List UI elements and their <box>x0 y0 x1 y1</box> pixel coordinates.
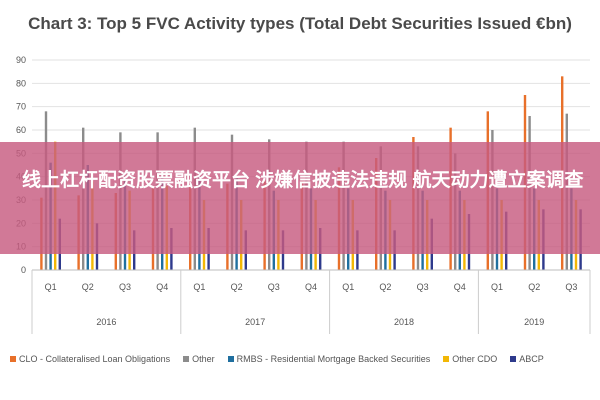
x-tick-label: Q2 <box>528 282 540 292</box>
y-tick-label: 90 <box>16 55 26 65</box>
legend-item: Other <box>183 354 215 364</box>
chart-legend: CLO - Collateralised Loan Obligations Oth… <box>10 350 600 368</box>
legend-item: Other CDO <box>443 354 497 364</box>
x-tick-label: Q3 <box>417 282 429 292</box>
legend-label: CLO - Collateralised Loan Obligations <box>19 354 171 364</box>
year-groups: 2016 2017 2018 2019 <box>31 270 591 334</box>
banner-text: 线上杠杆配资股票融资平台 涉嫌信披违法违规 航天动力遭立案调查 <box>22 170 584 191</box>
year-group-label: 2019 <box>524 317 544 327</box>
x-tick-label: Q3 <box>268 282 280 292</box>
year-group-label: 2016 <box>96 317 116 327</box>
x-tick-label: Q2 <box>231 282 243 292</box>
legend-swatch <box>510 356 517 362</box>
x-tick-label: Q3 <box>119 282 131 292</box>
chart-title: Chart 3: Top 5 FVC Activity types (Total… <box>28 14 572 33</box>
legend-label: RMBS - Residential Mortgage Backed Secur… <box>236 354 431 364</box>
y-tick-label: 0 <box>21 265 26 275</box>
y-tick-label: 70 <box>16 102 26 112</box>
x-tick-label: Q3 <box>565 282 577 292</box>
x-tick-label: Q1 <box>45 282 57 292</box>
legend-swatch <box>183 356 190 362</box>
year-group-label: 2017 <box>245 317 265 327</box>
x-axis-ticks: Q1 Q2 Q3 Q4 Q1 Q2 Q3 Q4 Q1 Q2 Q3 Q4 Q1 Q2 Q3 <box>32 269 590 292</box>
legend-item: CLO - Collateralised Loan Obligations <box>10 354 170 364</box>
legend-item: RMBS - Residential Mortgage Backed Secur… <box>227 354 431 364</box>
x-tick-label: Q2 <box>82 282 94 292</box>
legend-item: ABCP <box>510 354 544 364</box>
x-tick-label: Q1 <box>193 282 205 292</box>
legend-label: Other <box>192 354 215 364</box>
x-tick-label: Q1 <box>491 282 503 292</box>
legend-swatch <box>227 356 234 362</box>
x-tick-label: Q4 <box>305 282 317 292</box>
y-tick-label: 80 <box>16 78 26 88</box>
y-tick-label: 60 <box>16 125 26 135</box>
legend-swatch <box>10 356 16 362</box>
x-tick-label: Q4 <box>156 282 168 292</box>
legend-swatch <box>443 356 450 362</box>
x-tick-label: Q2 <box>379 282 391 292</box>
year-group-label: 2018 <box>394 317 414 327</box>
overlay-banner: 线上杠杆配资股票融资平台 涉嫌信披违法违规 航天动力遭立案调查 <box>0 142 600 254</box>
x-tick-label: Q1 <box>342 282 354 292</box>
legend-label: Other CDO <box>452 354 498 364</box>
legend-label: ABCP <box>519 354 544 364</box>
x-tick-label: Q4 <box>454 282 466 292</box>
